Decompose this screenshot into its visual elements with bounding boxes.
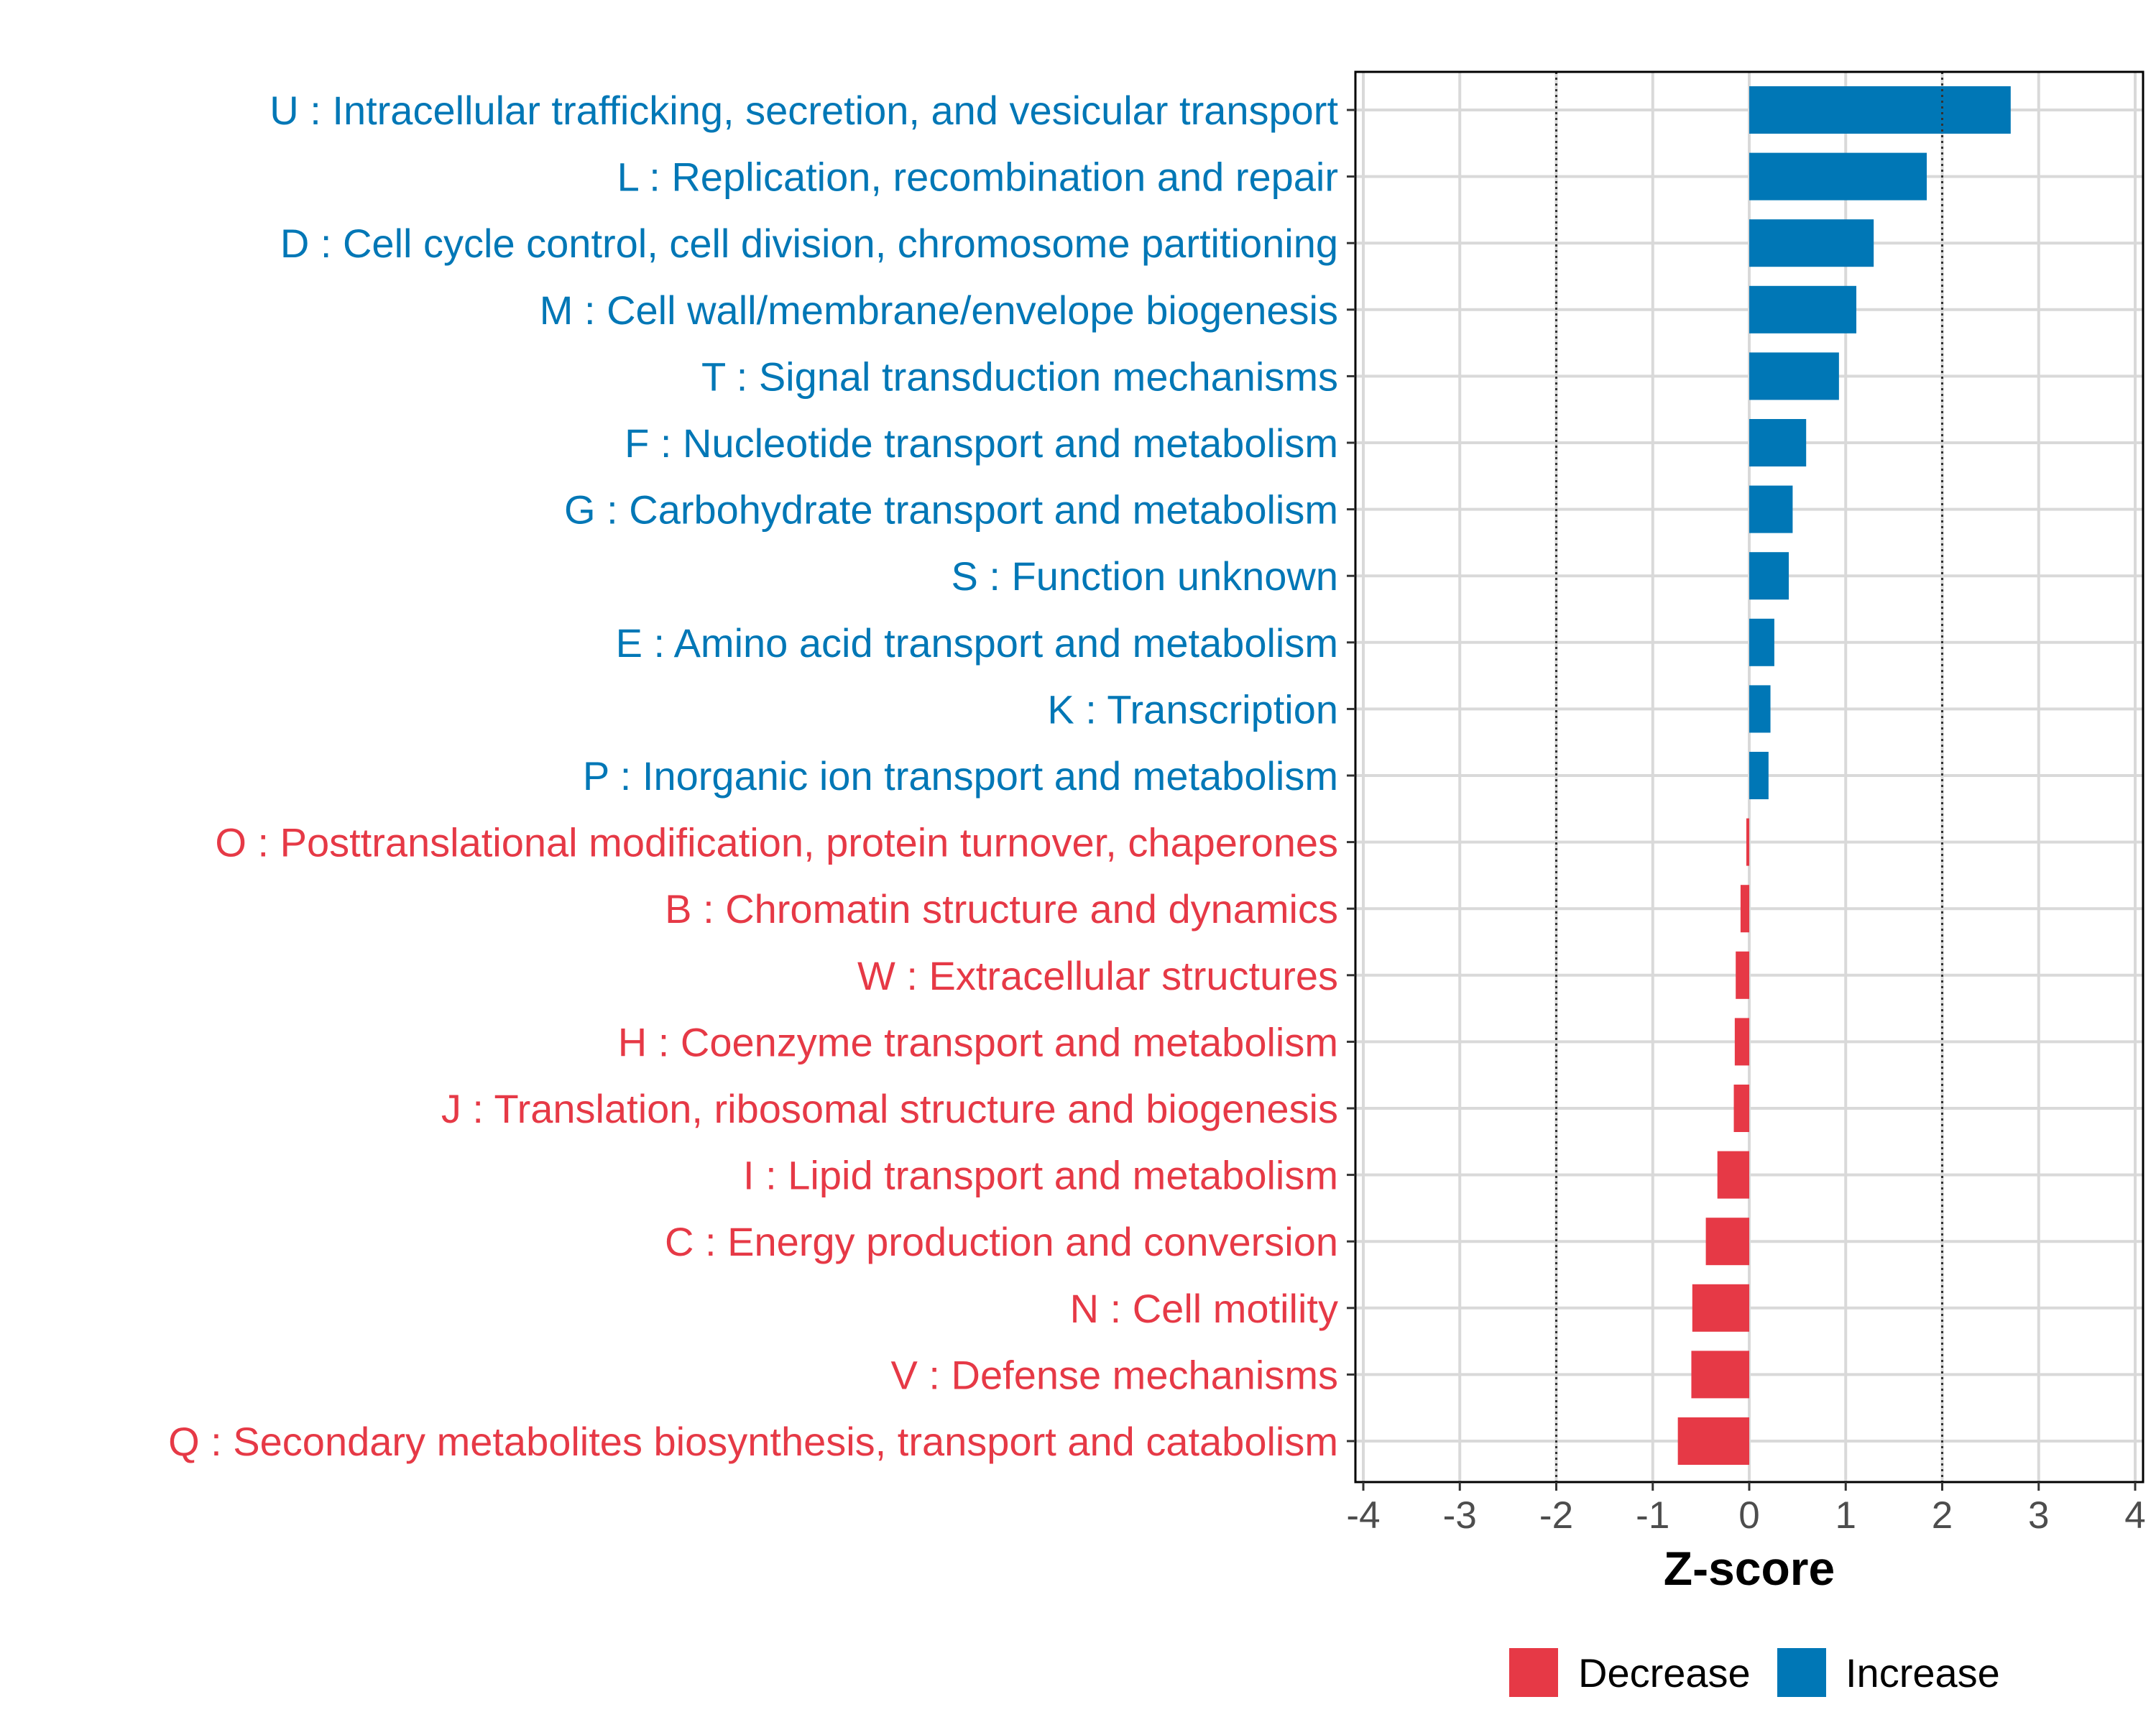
category-label: T : Signal transduction mechanisms [701,354,1338,399]
x-tick-label: -2 [1539,1494,1573,1537]
category-label: C : Energy production and conversion [665,1219,1338,1264]
legend-label: Decrease [1578,1650,1751,1696]
bar [1734,1018,1749,1066]
legend: Decrease Increase [1509,1648,2000,1697]
bar [1749,419,1807,466]
bar [1749,152,1927,201]
bar [1740,885,1749,933]
x-axis-title: Z-score [1664,1542,1835,1595]
category-label: Q : Secondary metabolites biosynthesis, … [168,1419,1338,1464]
bar-layer [1677,86,2011,1465]
category-labels: U : Intracellular trafficking, secretion… [168,88,1355,1464]
legend-label: Increase [1846,1650,2000,1696]
x-tick-label: -4 [1346,1494,1380,1537]
category-label: P : Inorganic ion transport and metaboli… [583,753,1338,799]
legend-swatch [1777,1648,1826,1697]
x-axis-ticks: -4 -3 -2 -1 0 1 2 3 4 [1346,1482,2146,1537]
bar [1749,485,1793,533]
category-label: B : Chromatin structure and dynamics [665,886,1338,932]
bar [1705,1218,1749,1266]
category-label: M : Cell wall/membrane/envelope biogenes… [540,288,1338,333]
bar [1749,618,1774,666]
bar [1746,818,1749,866]
x-tick-label: -3 [1443,1494,1477,1537]
legend-swatch [1509,1648,1558,1697]
category-label: I : Lipid transport and metabolism [743,1153,1338,1198]
bar [1749,86,2011,134]
category-label: W : Extracellular structures [857,953,1338,998]
x-tick-label: 1 [1835,1494,1856,1537]
bar [1692,1284,1749,1332]
bar [1749,752,1769,799]
bar [1749,685,1771,733]
category-label: U : Intracellular trafficking, secretion… [270,88,1338,133]
bar [1717,1151,1749,1199]
category-label: L : Replication, recombination and repai… [617,155,1338,200]
x-tick-label: 2 [1932,1494,1953,1537]
bar [1749,352,1839,400]
category-label: K : Transcription [1047,686,1338,732]
x-tick-label: 0 [1738,1494,1759,1537]
category-label: D : Cell cycle control, cell division, c… [280,221,1338,266]
category-label: E : Amino acid transport and metabolism [616,620,1338,666]
bar [1733,1085,1749,1132]
bar [1691,1351,1749,1399]
bar [1677,1417,1749,1465]
category-label: V : Defense mechanisms [891,1352,1338,1397]
category-label: O : Posttranslational modification, prot… [215,820,1338,865]
bar [1749,552,1789,600]
category-label: G : Carbohydrate transport and metabolis… [564,487,1338,533]
category-label: J : Translation, ribosomal structure and… [441,1086,1338,1131]
x-tick-label: 3 [2028,1494,2049,1537]
bar [1749,219,1874,267]
x-tick-label: -1 [1636,1494,1669,1537]
x-tick-label: 4 [2124,1494,2145,1537]
category-label: S : Function unknown [951,553,1338,599]
category-label: H : Coenzyme transport and metabolism [618,1019,1338,1064]
category-label: F : Nucleotide transport and metabolism [625,420,1338,466]
category-label: N : Cell motility [1070,1286,1338,1331]
bar [1749,285,1857,334]
bar [1736,951,1749,999]
